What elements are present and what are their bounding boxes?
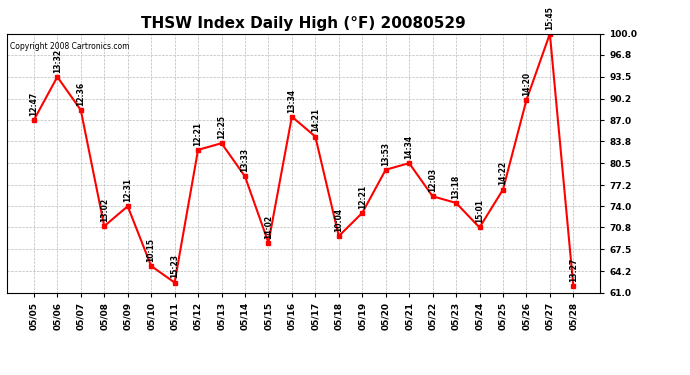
Text: 15:01: 15:01 xyxy=(475,200,484,223)
Text: 13:34: 13:34 xyxy=(287,88,297,112)
Text: 13:32: 13:32 xyxy=(53,49,62,73)
Text: 10:04: 10:04 xyxy=(334,208,344,232)
Text: 13:27: 13:27 xyxy=(569,258,578,282)
Text: 15:23: 15:23 xyxy=(170,254,179,278)
Text: 13:02: 13:02 xyxy=(100,198,109,222)
Text: 15:45: 15:45 xyxy=(545,6,554,30)
Text: 13:18: 13:18 xyxy=(451,174,460,199)
Text: 12:25: 12:25 xyxy=(217,115,226,139)
Text: 14:20: 14:20 xyxy=(522,72,531,96)
Text: 14:02: 14:02 xyxy=(264,214,273,238)
Text: 12:36: 12:36 xyxy=(77,82,86,106)
Text: 14:34: 14:34 xyxy=(404,135,413,159)
Text: 12:31: 12:31 xyxy=(124,178,132,202)
Text: 14:21: 14:21 xyxy=(310,108,320,132)
Text: 12:21: 12:21 xyxy=(194,122,203,146)
Text: 10:15: 10:15 xyxy=(147,238,156,262)
Text: 12:47: 12:47 xyxy=(30,92,39,116)
Text: 12:03: 12:03 xyxy=(428,168,437,192)
Text: 12:21: 12:21 xyxy=(357,184,367,209)
Text: Copyright 2008 Cartronics.com: Copyright 2008 Cartronics.com xyxy=(10,42,129,51)
Text: 13:53: 13:53 xyxy=(381,142,390,166)
Text: 14:22: 14:22 xyxy=(498,161,507,186)
Title: THSW Index Daily High (°F) 20080529: THSW Index Daily High (°F) 20080529 xyxy=(141,16,466,31)
Text: 13:33: 13:33 xyxy=(240,148,250,172)
